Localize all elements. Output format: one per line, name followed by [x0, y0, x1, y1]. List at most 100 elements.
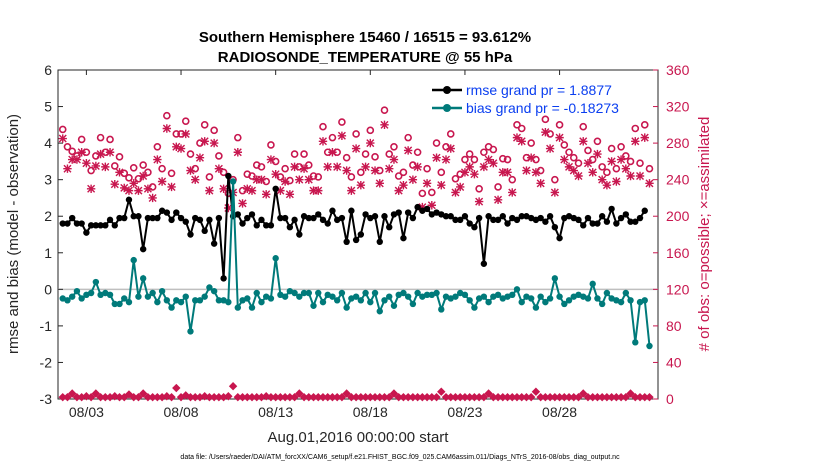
bias-point: [390, 302, 398, 309]
obs-possible-point: [461, 155, 469, 164]
obs-near-zero-point: [172, 383, 181, 393]
rmse-point: [475, 214, 483, 222]
bias-point: [87, 289, 95, 297]
rmse-point: [575, 216, 582, 224]
bias-point: [244, 295, 251, 302]
rmse-point: [466, 220, 473, 227]
obs-possible-point: [163, 111, 171, 120]
y-right-tick-label: 320: [666, 99, 690, 115]
obs-near-zero-point: [385, 392, 394, 402]
obs-possible-point: [167, 169, 176, 178]
obs-assimilated-point: [356, 180, 366, 190]
rmse-point: [546, 213, 554, 220]
bias-point: [641, 297, 648, 304]
rmse-point: [149, 214, 156, 222]
bias-point: [461, 291, 469, 299]
y-right-tick-label: 280: [666, 135, 690, 151]
obs-possible-point: [371, 153, 379, 161]
obs-near-zero-point: [63, 392, 72, 402]
obs-possible-point: [640, 121, 649, 129]
obs-assimilated-point: [337, 131, 347, 140]
y-axis-left: -3 -2 -1 0 1 2 3 4 5 6: [40, 62, 63, 407]
bias-point: [73, 287, 81, 295]
obs-assimilated-point: [597, 175, 607, 184]
obs-possible-point: [428, 188, 436, 197]
obs-assimilated-point: [361, 162, 370, 172]
obs-assimilated-point: [437, 180, 446, 190]
bias-point: [267, 295, 275, 302]
obs-assimilated-point: [370, 166, 380, 175]
bias-point: [546, 295, 554, 302]
obs-assimilated-point: [375, 179, 384, 188]
obs-near-zero-point: [295, 389, 304, 398]
bias-point: [598, 300, 606, 308]
bias-point: [272, 255, 279, 262]
bias-point: [494, 291, 502, 299]
bias-point: [229, 178, 237, 185]
obs-possible-point: [106, 135, 114, 144]
obs-near-zero-point: [91, 389, 101, 398]
y-right-tick-label: 160: [666, 245, 690, 261]
bias-point: [78, 295, 85, 302]
obs-possible-point: [234, 133, 242, 142]
rmse-point: [244, 214, 251, 222]
obs-assimilated-point: [153, 155, 162, 164]
y-axis-right-label: # of obs: o=possible; ×=assimilated: [696, 117, 713, 352]
rmse-point: [281, 214, 289, 222]
rmse-point: [163, 209, 171, 216]
obs-assimilated-point: [110, 180, 119, 189]
rmse-point: [296, 231, 303, 238]
bias-point: [537, 293, 544, 300]
obs-assimilated-point: [621, 164, 631, 173]
bias-point: [367, 298, 374, 306]
bias-point: [381, 297, 388, 304]
obs-assimilated-point: [120, 183, 129, 193]
rmse-point: [352, 236, 360, 244]
x-tick-label: 08/03: [69, 404, 104, 420]
x-tick-label: 08/28: [542, 404, 577, 420]
rmse-point: [513, 216, 521, 224]
obs-possible-point: [139, 161, 147, 169]
obs-possible-point: [352, 130, 360, 138]
obs-assimilated-point: [418, 202, 427, 212]
obs-assimilated-point: [564, 162, 574, 172]
obs-assimilated-point: [72, 155, 82, 164]
rmse-point: [442, 213, 450, 220]
legend-bias-label: bias grand pr = -0.18273: [466, 100, 619, 116]
obs-possible-point: [96, 133, 105, 142]
obs-assimilated-point: [385, 164, 394, 173]
obs-possible-point: [210, 126, 218, 135]
obs-assimilated-point: [451, 188, 460, 197]
obs-assimilated-point: [209, 138, 219, 148]
obs-assimilated-point: [366, 138, 375, 148]
bias-point: [163, 297, 171, 304]
bias-point: [414, 289, 421, 297]
rmse-point: [135, 213, 142, 220]
obs-assimilated-point: [58, 134, 67, 143]
rmse-point: [173, 209, 180, 216]
bias-point: [154, 298, 161, 306]
rmse-point: [480, 260, 488, 267]
obs-possible-point: [607, 144, 616, 153]
obs-assimilated-point: [555, 133, 564, 142]
rmse-point: [617, 214, 625, 222]
rmse-point: [457, 216, 464, 224]
obs-possible-point: [636, 159, 644, 168]
obs-assimilated-point: [593, 149, 602, 159]
rmse-point: [210, 240, 218, 247]
obs-near-zero-point: [124, 390, 134, 399]
bias-point: [187, 328, 194, 335]
bias-point: [333, 297, 341, 304]
y-right-tick-label: 40: [666, 354, 682, 370]
y-tick-label: 1: [44, 245, 52, 261]
legend-rmse-label: rmse grand pr = 1.8877: [466, 82, 612, 98]
bias-point: [551, 275, 559, 282]
obs-assimilated-point: [266, 155, 276, 164]
obs-near-zero-point: [479, 392, 489, 402]
bias-point: [182, 293, 189, 300]
obs-possible-point: [517, 124, 526, 133]
obs-assimilated-point: [96, 149, 105, 159]
obs-possible-point: [579, 122, 588, 131]
obs-assimilated-point: [195, 153, 205, 162]
